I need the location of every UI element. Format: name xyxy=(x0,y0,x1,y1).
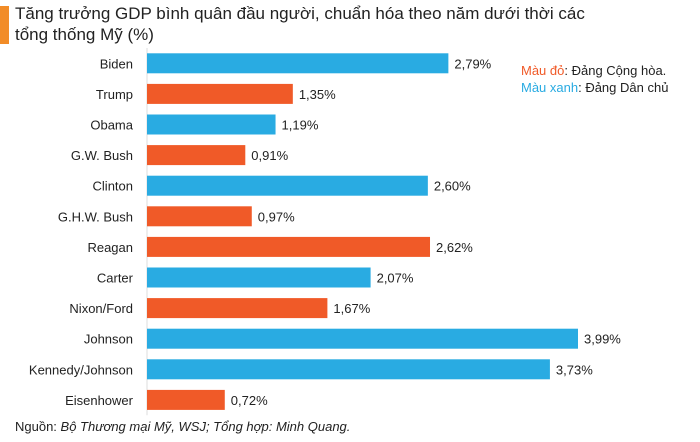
source-note: Nguồn: Bộ Thương mại Mỹ, WSJ; Tổng hợp: … xyxy=(15,419,350,434)
value-label: 3,99% xyxy=(584,332,621,347)
legend-democrat-color-label: Màu xanh xyxy=(521,80,579,95)
legend-democrat-text: : Đảng Dân chủ xyxy=(578,80,669,95)
title-accent-bar xyxy=(0,6,9,44)
category-label: Clinton xyxy=(93,179,133,194)
bar-democrat xyxy=(147,114,276,135)
category-label: Johnson xyxy=(84,332,133,347)
value-label: 2,07% xyxy=(377,271,414,286)
category-label: Eisenhower xyxy=(65,393,134,408)
bar-democrat xyxy=(147,328,578,349)
category-label: Kennedy/Johnson xyxy=(29,362,133,377)
category-label: Trump xyxy=(96,87,133,102)
bar-republican xyxy=(147,83,293,104)
bar-republican xyxy=(147,145,246,166)
category-label: G.H.W. Bush xyxy=(58,209,133,224)
legend-republican-color-label: Màu đỏ xyxy=(521,63,565,78)
bar-republican xyxy=(147,389,225,410)
value-label: 2,62% xyxy=(436,240,473,255)
legend-democrat: Màu xanh: Đảng Dân chủ xyxy=(521,79,668,96)
legend: Màu đỏ: Đảng Cộng hòa. Màu xanh: Đảng Dâ… xyxy=(521,62,668,96)
bar-republican xyxy=(147,206,252,227)
bar-democrat xyxy=(147,175,428,196)
category-label: Nixon/Ford xyxy=(69,301,133,316)
source-text: Bộ Thương mại Mỹ, WSJ; Tổng hợp: Minh Qu… xyxy=(60,419,351,434)
bar-democrat xyxy=(147,53,449,74)
value-label: 1,35% xyxy=(299,87,336,102)
chart-title: Tăng trưởng GDP bình quân đầu người, chu… xyxy=(15,4,585,44)
category-label: Carter xyxy=(97,271,134,286)
category-label: Reagan xyxy=(87,240,133,255)
bar-democrat xyxy=(147,267,371,288)
value-label: 1,19% xyxy=(282,118,319,133)
category-label: Obama xyxy=(90,118,133,133)
bar-republican xyxy=(147,298,328,319)
value-label: 3,73% xyxy=(556,362,593,377)
bar-democrat xyxy=(147,359,550,380)
value-label: 2,60% xyxy=(434,179,471,194)
category-label: G.W. Bush xyxy=(71,148,133,163)
legend-republican-text: : Đảng Cộng hòa. xyxy=(564,63,667,78)
value-label: 1,67% xyxy=(333,301,370,316)
bar-republican xyxy=(147,236,431,257)
category-label: Biden xyxy=(100,56,133,71)
legend-republican: Màu đỏ: Đảng Cộng hòa. xyxy=(521,62,668,79)
value-label: 0,97% xyxy=(258,209,295,224)
value-label: 0,91% xyxy=(251,148,288,163)
source-label: Nguồn: xyxy=(15,419,61,434)
value-label: 0,72% xyxy=(231,393,268,408)
value-label: 2,79% xyxy=(454,56,491,71)
